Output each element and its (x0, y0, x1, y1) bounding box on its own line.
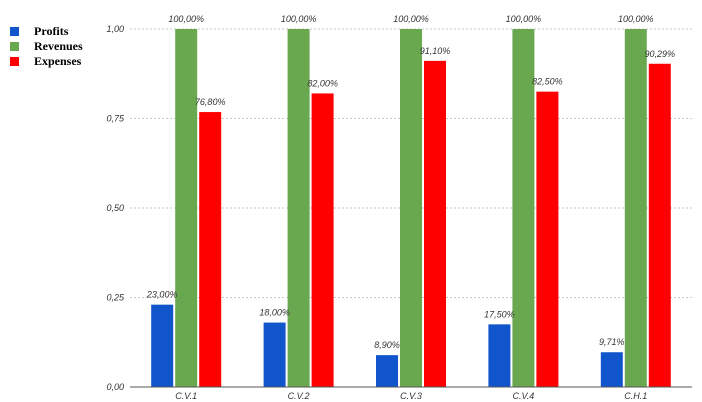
data-label: 91,10% (420, 46, 451, 56)
bar-revenues (512, 29, 535, 387)
bars-layer (151, 29, 671, 388)
data-label: 100,00% (168, 14, 204, 24)
data-label: 76,80% (195, 97, 226, 107)
legend-label-revenues: Revenues (34, 38, 83, 53)
data-label: 100,00% (281, 14, 317, 24)
bar-profits (376, 355, 398, 387)
bar-revenues (624, 29, 647, 387)
axis-layer: 0,00 0,25 0,50 0,75 1,00 C.V.1 C.V.2 C.V.3 C.V.4… (106, 24, 692, 401)
labels-layer: 23,00% 100,00% 76,80% 18,00% 100,00% 82,00% 8,… (146, 14, 675, 350)
y-tick-label: 0,25 (106, 293, 125, 303)
bar-revenues (400, 29, 422, 387)
legend-item-revenues: Revenues (10, 39, 83, 53)
legend-label-profits: Profits (34, 23, 69, 38)
data-label: 9,71% (599, 337, 625, 347)
y-tick-label: 0,75 (106, 114, 125, 124)
bar-profits (151, 304, 174, 387)
data-label: 100,00% (506, 14, 542, 24)
bar-profits (488, 324, 511, 387)
legend-item-profits: Profits (10, 24, 83, 38)
x-tick-label: C.V.2 (288, 391, 310, 401)
legend-swatch-expenses (10, 56, 19, 66)
data-label: 8,90% (374, 340, 400, 350)
bar-revenues (175, 29, 198, 387)
y-tick-label: 0,50 (106, 203, 124, 213)
data-label: 100,00% (618, 14, 654, 24)
legend-label-expenses: Expenses (34, 53, 82, 68)
bar-revenues (287, 29, 310, 387)
x-tick-label: C.V.4 (512, 391, 534, 401)
data-label: 82,00% (307, 78, 338, 88)
x-tick-label: C.V.3 (400, 391, 422, 401)
bar-profits (600, 352, 623, 387)
bar-profits (263, 322, 286, 387)
y-tick-label: 0,00 (106, 382, 124, 392)
legend-swatch-profits (10, 26, 19, 36)
data-label: 18,00% (259, 308, 290, 318)
data-label: 90,29% (645, 49, 676, 59)
x-tick-label: C.V.1 (175, 391, 197, 401)
bar-expenses (648, 63, 671, 387)
legend: Profits Revenues Expenses (10, 24, 83, 69)
x-tick-label: C.H.1 (624, 391, 647, 401)
legend-item-expenses: Expenses (10, 54, 83, 68)
data-label: 100,00% (393, 14, 429, 24)
legend-swatch-revenues (10, 41, 19, 51)
data-label: 17,50% (484, 309, 515, 319)
bar-expenses (424, 60, 446, 387)
y-tick-label: 1,00 (106, 24, 124, 34)
data-label: 82,50% (532, 77, 563, 87)
bar-expenses (199, 112, 222, 387)
bar-expenses (536, 91, 559, 388)
data-label: 23,00% (146, 290, 178, 300)
bar-expenses (311, 93, 334, 387)
